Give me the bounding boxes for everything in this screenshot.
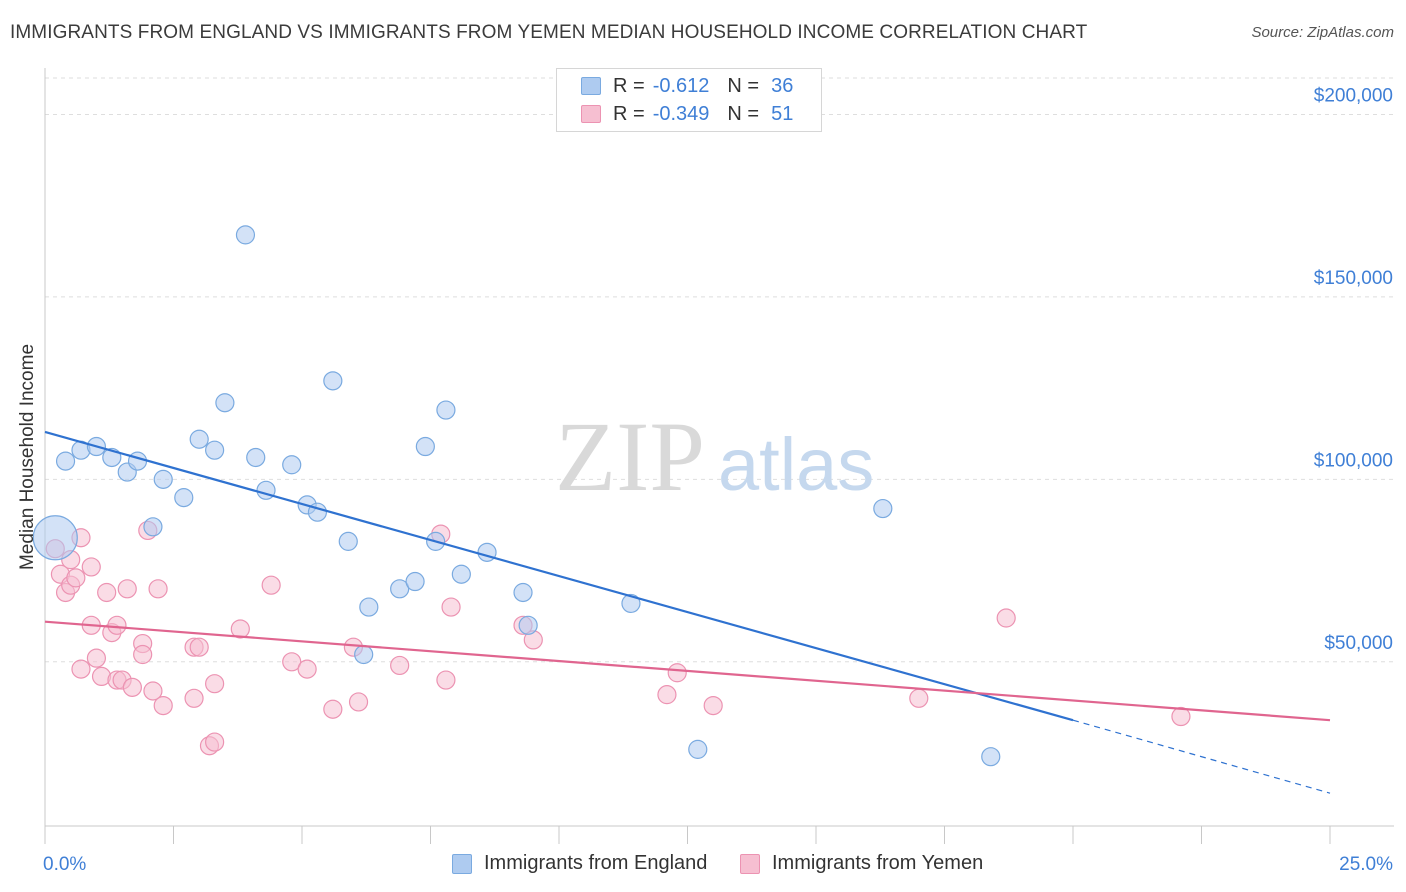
bottom-legend-label-england: Immigrants from England xyxy=(484,852,708,874)
source-credit: Source: ZipAtlas.com xyxy=(1251,24,1394,41)
y-tick-label: $150,000 xyxy=(1314,268,1393,289)
yemen-point xyxy=(909,688,929,708)
yemen-point xyxy=(71,659,91,679)
yemen-point xyxy=(143,681,163,701)
yemen-point xyxy=(323,699,343,719)
england-point xyxy=(323,371,343,391)
yemen-point xyxy=(107,615,127,635)
yemen-point xyxy=(133,644,153,665)
bottom-legend-swatch-england xyxy=(452,853,472,874)
yemen-point xyxy=(667,663,687,683)
england-point xyxy=(282,455,302,475)
trend-lines xyxy=(44,430,1331,794)
tick-labels: $50,000 $100,000 $150,000 $200,000 0.0% 25.0% xyxy=(43,85,1393,875)
legend-r-label: R = xyxy=(613,74,645,97)
yemen-point xyxy=(86,648,107,668)
yemen-point xyxy=(148,579,168,599)
y-tick-label: $200,000 xyxy=(1314,85,1393,106)
legend-row-england: R = -0.612 N = 36 xyxy=(581,73,793,99)
bottom-legend-swatch-yemen xyxy=(740,853,760,874)
yemen-point xyxy=(282,652,302,672)
legend-n-label: N = xyxy=(727,74,760,97)
yemen-point xyxy=(66,568,86,588)
england-point xyxy=(436,400,456,420)
england-point xyxy=(189,429,209,449)
yemen-point xyxy=(441,597,461,617)
england-point xyxy=(873,498,893,519)
x-tick-label-min: 0.0% xyxy=(43,854,86,875)
y-axis-label: Median Household Income xyxy=(17,344,38,570)
england-point xyxy=(354,644,374,665)
bottom-legend-yemen: Immigrants from Yemen xyxy=(740,852,983,875)
legend-swatch-england xyxy=(581,77,601,95)
yemen-point xyxy=(81,557,101,577)
england-points xyxy=(32,225,1001,767)
england-point xyxy=(688,739,708,759)
england-point xyxy=(390,579,410,599)
england-point xyxy=(405,571,425,592)
england-point xyxy=(174,488,194,508)
legend-r-label: R = xyxy=(613,102,645,125)
yemen-trend-line xyxy=(44,620,1331,722)
legend-n-label: N = xyxy=(727,102,760,125)
england-point xyxy=(32,515,78,561)
england-point xyxy=(513,582,533,603)
x-tick-label-max: 25.0% xyxy=(1339,854,1393,875)
yemen-point xyxy=(436,670,456,690)
yemen-point xyxy=(390,655,410,676)
yemen-point xyxy=(703,695,723,716)
yemen-point xyxy=(996,608,1016,628)
yemen-point xyxy=(348,692,369,712)
yemen-point xyxy=(657,685,677,705)
watermark-atlas: atlas xyxy=(718,423,874,506)
watermark-zip: ZIP xyxy=(555,401,705,512)
legend-r-value-yemen: -0.349 xyxy=(652,102,710,125)
y-tick-label: $50,000 xyxy=(1324,633,1393,654)
england-point xyxy=(205,440,225,460)
legend-r-value-england: -0.612 xyxy=(652,74,710,97)
yemen-point xyxy=(117,579,137,599)
y-tick-label: $100,000 xyxy=(1314,450,1393,471)
legend-n-value-yemen: 51 xyxy=(771,102,794,125)
england-point xyxy=(143,517,163,537)
yemen-point xyxy=(1171,706,1191,727)
grid-lines xyxy=(45,77,1394,663)
yemen-point xyxy=(205,732,225,752)
legend-swatch-yemen xyxy=(581,105,601,123)
yemen-point xyxy=(189,637,209,657)
england-point xyxy=(55,451,76,471)
axes xyxy=(44,68,1394,844)
england-point xyxy=(246,447,266,468)
yemen-point xyxy=(122,677,142,697)
yemen-point xyxy=(184,688,204,708)
yemen-point xyxy=(230,619,250,639)
england-point xyxy=(359,597,379,617)
yemen-points xyxy=(45,520,1191,756)
england-point xyxy=(153,469,173,489)
correlation-legend: R = -0.612 N = 36 R = -0.349 N = 51 xyxy=(556,68,822,132)
england-point xyxy=(127,451,148,471)
england-point xyxy=(235,225,256,245)
yemen-point xyxy=(261,575,281,595)
legend-n-value-england: 36 xyxy=(771,74,794,97)
yemen-point xyxy=(153,695,173,716)
england-point xyxy=(338,531,358,551)
england-point xyxy=(981,747,1001,767)
england-point xyxy=(518,615,538,635)
england-point xyxy=(451,564,471,584)
england-point xyxy=(415,436,435,457)
yemen-point xyxy=(97,582,117,603)
chart-title: IMMIGRANTS FROM ENGLAND VS IMMIGRANTS FR… xyxy=(10,22,1088,43)
england-trend-line xyxy=(44,430,1074,722)
yemen-point xyxy=(297,659,317,679)
legend-row-yemen: R = -0.349 N = 51 xyxy=(581,101,793,127)
england-trend-extension xyxy=(1072,719,1331,794)
bottom-legend-england: Immigrants from England xyxy=(452,852,707,875)
bottom-legend-label-yemen: Immigrants from Yemen xyxy=(772,852,984,874)
yemen-point xyxy=(205,674,225,694)
england-point xyxy=(215,393,235,413)
england-point xyxy=(621,593,641,614)
